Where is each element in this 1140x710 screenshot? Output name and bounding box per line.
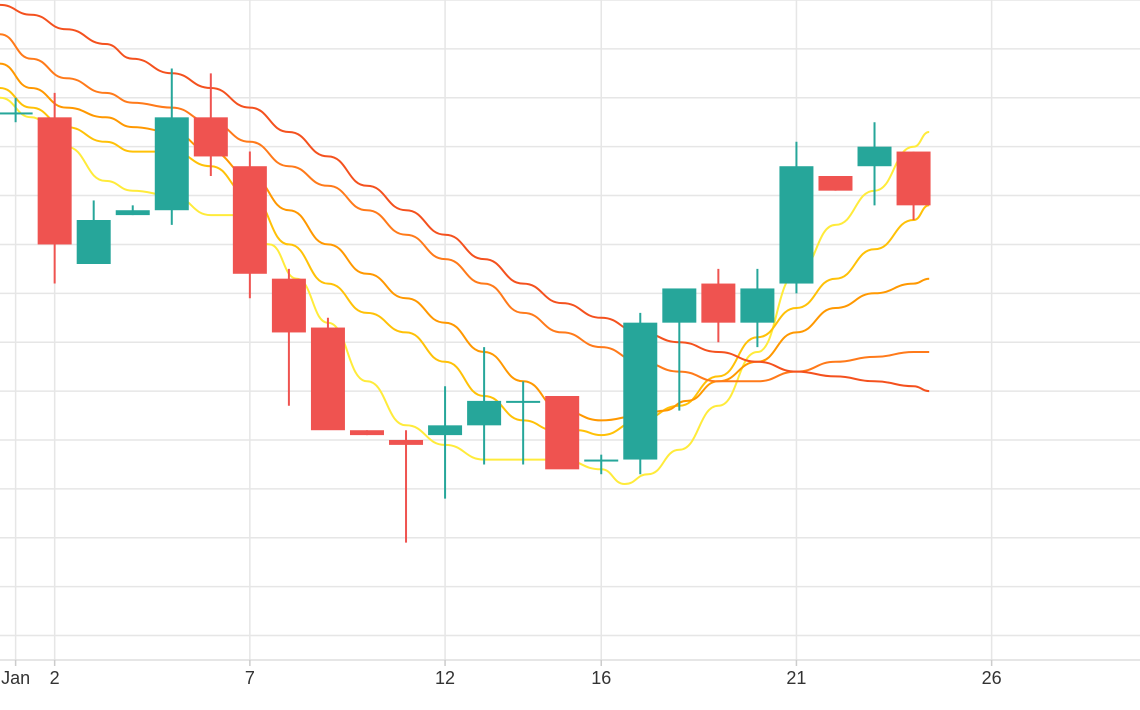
candle-body [545,396,580,470]
candle-body [701,283,736,323]
candle [818,176,853,191]
x-axis: Jan 2 7 12 16 21 26 [1,660,1002,688]
x-tick-label: 7 [245,668,255,688]
candle [467,347,502,465]
candle [271,268,306,406]
candle-body [232,166,267,274]
candle [662,288,697,411]
candle [389,430,424,543]
candle [193,73,228,176]
candle [76,200,111,264]
candle [428,386,463,499]
candle [115,205,150,216]
moving-average-line-1 [0,96,930,486]
candle [623,312,658,475]
candle [154,68,189,225]
candle [857,122,892,206]
candle [349,430,384,436]
candle [545,396,580,470]
candle-body [584,459,619,462]
candle [0,97,33,123]
candle [310,317,345,431]
candle-body [506,400,541,403]
candle [779,141,814,294]
candle-body [896,151,931,206]
candle [740,268,775,348]
x-tick-label: 21 [786,668,806,688]
candle-body [623,322,658,460]
candle-body [818,176,853,191]
candle-body [271,278,306,333]
grid-layer [0,0,1140,661]
candle-body [115,210,150,216]
candle [37,92,72,284]
candle [232,151,267,299]
moving-average-line-5 [0,3,930,393]
x-tick-label: Jan [1,668,30,688]
candle-body [37,117,72,245]
candle-body [76,220,111,264]
candle [506,381,541,465]
candle [896,151,931,220]
candle-body [467,400,502,426]
candle-body [310,327,345,431]
candle-body [193,117,228,157]
candle-layer [0,68,931,543]
candle-body [0,112,33,115]
candle-body [389,440,424,445]
x-tick-label: 12 [435,668,455,688]
x-tick-label: 2 [50,668,60,688]
x-tick-label: 16 [591,668,611,688]
candle [701,268,736,343]
candle-body [740,288,775,323]
candle-body [428,425,463,436]
candle-body [662,288,697,323]
candle-body [857,146,892,167]
candle-body [349,430,384,436]
x-tick-label: 26 [982,668,1002,688]
candle-body [779,166,814,284]
candle [584,454,619,475]
candle-body [154,117,189,211]
